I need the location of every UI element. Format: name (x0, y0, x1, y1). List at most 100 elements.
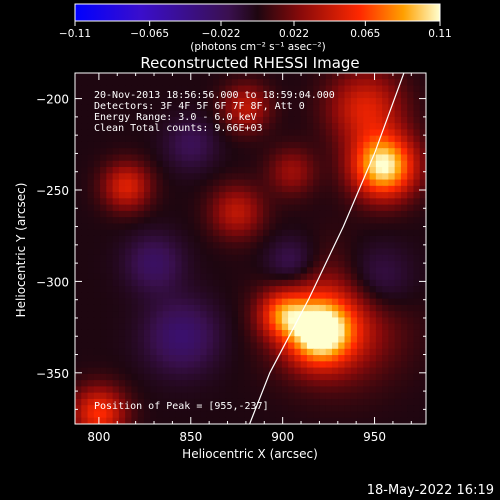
heatmap-cell (350, 141, 358, 149)
heatmap-cell (125, 311, 133, 319)
heatmap-cell (250, 79, 258, 87)
heatmap-cell (112, 235, 120, 243)
heatmap-cell (263, 261, 270, 268)
heatmap-cell (237, 217, 245, 225)
heatmap-cell (175, 79, 183, 87)
heatmap-cell (137, 73, 145, 80)
heatmap-cell (419, 273, 426, 281)
heatmap-cell (319, 235, 327, 243)
heatmap-cell (344, 405, 352, 413)
heatmap-cell (118, 336, 126, 344)
heatmap-cell (81, 129, 89, 137)
heatmap-cell (331, 336, 339, 344)
heatmap-cell (106, 311, 114, 319)
heatmap-cell (81, 329, 89, 337)
heatmap-cell (106, 317, 114, 325)
heatmap-cell (269, 116, 277, 124)
heatmap-cell (394, 141, 402, 149)
heatmap-cell (131, 79, 139, 87)
heatmap-cell (194, 336, 201, 344)
heatmap-cell (357, 317, 364, 325)
heatmap-cell (400, 254, 408, 262)
heatmap-cell (225, 311, 233, 319)
heatmap-cell (400, 267, 408, 275)
heatmap-cell (131, 329, 139, 337)
heatmap-cell (237, 223, 245, 231)
heatmap-cell (413, 141, 421, 149)
heatmap-cell (81, 223, 89, 231)
heatmap-cell (244, 411, 252, 419)
heatmap-cell (388, 286, 396, 293)
heatmap-cell (125, 348, 133, 356)
heatmap-cell (419, 110, 426, 118)
heatmap-cell (162, 192, 170, 199)
heatmap-cell (263, 311, 270, 319)
heatmap-cell (93, 286, 101, 293)
heatmap-cell (375, 242, 383, 250)
heatmap-cell (81, 242, 89, 250)
heatmap-cell (344, 386, 352, 394)
heatmap-cell (100, 254, 107, 262)
heatmap-cell (225, 179, 233, 187)
heatmap-cell (100, 348, 107, 356)
heatmap-cell (156, 129, 164, 137)
heatmap-cell (281, 361, 289, 369)
heatmap-cell (263, 417, 270, 424)
heatmap-cell (306, 192, 314, 199)
heatmap-cell (187, 242, 195, 250)
heatmap-cell (256, 286, 264, 293)
heatmap-cell (81, 254, 89, 262)
heatmap-cell (300, 342, 308, 350)
heatmap-cell (338, 367, 346, 375)
heatmap-cell (231, 204, 239, 212)
heatmap-cell (219, 311, 227, 319)
heatmap-cell (300, 380, 308, 387)
heatmap-cell (187, 98, 195, 105)
heatmap-cell (375, 254, 383, 262)
heatmap-cell (363, 73, 371, 80)
heatmap-cell (413, 91, 421, 99)
heatmap-cell (162, 129, 170, 137)
heatmap-cell (187, 135, 195, 143)
heatmap-cell (313, 273, 321, 281)
heatmap-cell (294, 135, 302, 143)
heatmap-cell (419, 185, 426, 193)
heatmap-cell (250, 286, 258, 293)
heatmap-cell (331, 386, 339, 394)
heatmap-cell (294, 254, 302, 262)
heatmap-cell (325, 417, 333, 424)
heatmap-cell (419, 154, 426, 162)
heatmap-cell (212, 361, 220, 369)
heatmap-cell (112, 304, 120, 312)
heatmap-cell (382, 317, 389, 325)
heatmap-cell (219, 342, 227, 350)
heatmap-cell (357, 342, 364, 350)
heatmap-cell (237, 198, 245, 206)
heatmap-cell (250, 386, 258, 394)
heatmap-cell (156, 91, 164, 99)
heatmap-cell (338, 242, 346, 250)
heatmap-cell (363, 298, 371, 306)
heatmap-cell (93, 198, 101, 206)
heatmap-cell (244, 304, 252, 312)
heatmap-cell (106, 392, 114, 400)
heatmap-cell (156, 261, 164, 268)
heatmap-cell (288, 229, 295, 237)
heatmap-cell (175, 248, 183, 256)
heatmap-cell (382, 85, 389, 93)
heatmap-cell (75, 98, 82, 105)
heatmap-cell (244, 235, 252, 243)
heatmap-cell (87, 386, 95, 394)
heatmap-cell (137, 355, 145, 362)
heatmap-cell (250, 329, 258, 337)
heatmap-cell (288, 167, 295, 174)
heatmap-cell (419, 336, 426, 344)
heatmap-cell (93, 273, 101, 281)
heatmap-cell (137, 304, 145, 312)
heatmap-cell (150, 311, 158, 319)
heatmap-cell (200, 336, 208, 344)
heatmap-cell (169, 348, 176, 356)
heatmap-cell (294, 198, 302, 206)
heatmap-cell (263, 198, 270, 206)
heatmap-cell (75, 398, 82, 406)
